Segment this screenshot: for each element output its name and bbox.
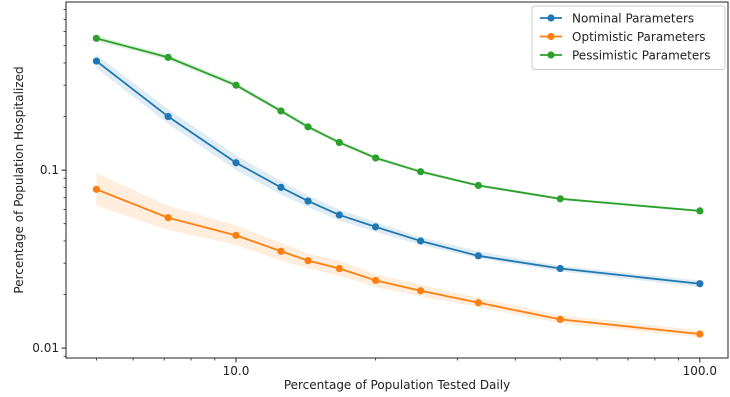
optimistic-parameters-band: [96, 173, 700, 338]
legend-box: [531, 5, 726, 70]
pessimistic-parameters-point: [92, 34, 100, 42]
nominal-parameters-point: [335, 211, 343, 219]
optimistic-parameters-line: [96, 188, 700, 335]
legend-marker-optimistic-parameters: [547, 32, 555, 41]
optimistic-parameters-point: [92, 185, 100, 193]
legend-marker-nominal-parameters: [547, 14, 555, 22]
legend-label-nominal-parameters: Nominal Parameters: [572, 12, 694, 26]
legend-marker-pessimistic-parameters: [547, 51, 555, 59]
nominal-parameters-point: [372, 223, 380, 231]
nominal-parameters-point: [474, 252, 482, 260]
y-tick-label: 0.01: [32, 341, 59, 355]
nominal-parameters-point: [277, 183, 285, 191]
series-points: [92, 34, 704, 338]
legend: Nominal Parameters Optimistic Parameters P…: [531, 5, 726, 70]
optimistic-parameters-point: [277, 247, 285, 255]
pessimistic-parameters-point: [474, 181, 482, 190]
pessimistic-parameters-point: [164, 53, 172, 61]
pessimistic-parameters-point: [335, 138, 343, 147]
optimistic-parameters-point: [232, 231, 240, 239]
nominal-parameters-point: [304, 197, 312, 205]
x-axis-label: Percentage of Population Tested Daily: [284, 378, 510, 392]
pessimistic-parameters-point: [372, 154, 380, 162]
optimistic-parameters-point: [416, 287, 425, 295]
y-tick-label: 0.1: [40, 163, 59, 177]
optimistic-parameters-point: [474, 299, 482, 307]
nominal-parameters-point: [92, 57, 100, 65]
confidence-bands: [96, 35, 700, 338]
optimistic-parameters-point: [372, 276, 380, 285]
legend-label-optimistic-parameters: Optimistic Parameters: [572, 30, 706, 44]
nominal-parameters-line: [95, 60, 700, 285]
axes: 10.0 100.0 0.01 0.1 Percentage of Population…: [12, 1, 729, 392]
optimistic-parameters-point: [304, 257, 312, 265]
legend-label-pessimistic-parameters: Pessimistic Parameters: [572, 49, 710, 63]
optimistic-parameters-point: [335, 264, 343, 273]
plot-frame: [65, 1, 729, 359]
nominal-parameters-point: [696, 280, 704, 288]
nominal-parameters-point: [416, 237, 425, 245]
nominal-parameters-point: [556, 264, 564, 273]
pessimistic-parameters-point: [696, 207, 704, 215]
x-tick-label: 10.0: [223, 364, 250, 378]
pessimistic-parameters-band: [96, 35, 700, 213]
pessimistic-parameters-point: [416, 168, 425, 176]
pessimistic-parameters-point: [556, 195, 564, 203]
y-axis-label: Percentage of Population Hospitalized: [12, 66, 26, 293]
nominal-parameters-point: [164, 112, 172, 121]
optimistic-parameters-point: [556, 315, 564, 323]
pessimistic-parameters-point: [277, 107, 285, 115]
nominal-parameters-band: [96, 54, 700, 288]
x-tick-label: 100.0: [683, 364, 717, 378]
nominal-parameters-point: [232, 159, 240, 167]
pessimistic-parameters-point: [304, 123, 312, 131]
pessimistic-parameters-point: [232, 81, 240, 89]
optimistic-parameters-point: [164, 214, 172, 222]
optimistic-parameters-point: [696, 330, 704, 338]
